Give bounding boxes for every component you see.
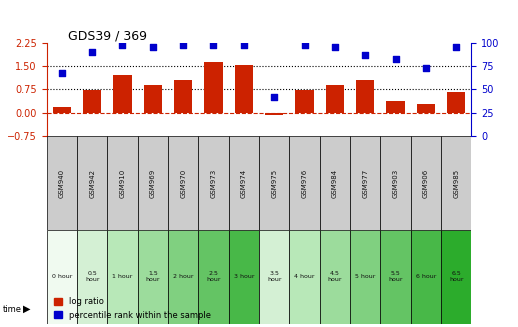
Point xyxy=(57,70,66,75)
Text: GSM940: GSM940 xyxy=(59,168,65,198)
Bar xyxy=(198,230,228,324)
Bar xyxy=(113,75,132,113)
Bar xyxy=(350,230,380,324)
Point xyxy=(422,65,430,70)
Text: GSM906: GSM906 xyxy=(423,168,429,198)
Text: 4.5
hour: 4.5 hour xyxy=(327,271,342,282)
Point xyxy=(330,44,339,50)
Bar xyxy=(441,136,471,230)
Text: 0.5
hour: 0.5 hour xyxy=(85,271,99,282)
Bar xyxy=(290,136,320,230)
Point xyxy=(118,43,126,48)
Bar xyxy=(320,230,350,324)
Bar xyxy=(356,80,375,113)
Text: ▶: ▶ xyxy=(23,304,31,314)
Text: GSM977: GSM977 xyxy=(362,168,368,198)
Bar xyxy=(290,230,320,324)
Bar xyxy=(138,136,168,230)
Bar xyxy=(320,136,350,230)
Bar xyxy=(441,230,471,324)
Bar xyxy=(47,136,77,230)
Text: GSM970: GSM970 xyxy=(180,168,186,198)
Bar xyxy=(350,136,380,230)
Bar xyxy=(168,136,198,230)
Bar xyxy=(447,92,465,113)
Text: 5.5
hour: 5.5 hour xyxy=(388,271,403,282)
Bar xyxy=(386,101,405,113)
Text: GSM984: GSM984 xyxy=(332,168,338,198)
Bar xyxy=(83,90,101,113)
Bar xyxy=(380,230,411,324)
Bar xyxy=(295,90,313,113)
Bar xyxy=(77,230,107,324)
Bar xyxy=(77,136,107,230)
Legend: log ratio, percentile rank within the sample: log ratio, percentile rank within the sa… xyxy=(51,294,214,323)
Point xyxy=(88,49,96,55)
Bar xyxy=(259,136,290,230)
Bar xyxy=(235,65,253,113)
Bar xyxy=(228,136,259,230)
Bar xyxy=(47,230,77,324)
Text: 6.5
hour: 6.5 hour xyxy=(449,271,464,282)
Text: GSM985: GSM985 xyxy=(453,168,459,198)
Text: 4 hour: 4 hour xyxy=(294,274,315,279)
Bar xyxy=(265,113,283,115)
Bar xyxy=(138,230,168,324)
Bar xyxy=(411,136,441,230)
Bar xyxy=(259,230,290,324)
Text: GSM910: GSM910 xyxy=(120,168,125,198)
Bar xyxy=(205,62,223,113)
Text: GSM974: GSM974 xyxy=(241,168,247,198)
Text: 3.5
hour: 3.5 hour xyxy=(267,271,281,282)
Point xyxy=(149,44,157,50)
Text: GSM903: GSM903 xyxy=(393,168,398,198)
Text: GSM942: GSM942 xyxy=(89,169,95,198)
Point xyxy=(179,43,188,48)
Text: 6 hour: 6 hour xyxy=(415,274,436,279)
Point xyxy=(270,94,278,99)
Bar xyxy=(228,230,259,324)
Point xyxy=(300,43,309,48)
Text: 2.5
hour: 2.5 hour xyxy=(206,271,221,282)
Bar xyxy=(411,230,441,324)
Point xyxy=(452,44,461,50)
Text: 1.5
hour: 1.5 hour xyxy=(146,271,160,282)
Text: GDS39 / 369: GDS39 / 369 xyxy=(68,29,147,43)
Point xyxy=(209,43,218,48)
Bar xyxy=(107,230,138,324)
Bar xyxy=(198,136,228,230)
Text: 3 hour: 3 hour xyxy=(234,274,254,279)
Text: 5 hour: 5 hour xyxy=(355,274,376,279)
Text: GSM973: GSM973 xyxy=(210,168,217,198)
Text: 1 hour: 1 hour xyxy=(112,274,133,279)
Bar xyxy=(417,104,435,113)
Bar xyxy=(174,80,192,113)
Point xyxy=(361,52,369,57)
Text: 0 hour: 0 hour xyxy=(52,274,72,279)
Bar xyxy=(168,230,198,324)
Bar xyxy=(326,85,344,113)
Point xyxy=(240,43,248,48)
Text: GSM969: GSM969 xyxy=(150,168,156,198)
Text: GSM976: GSM976 xyxy=(301,168,308,198)
Bar xyxy=(143,85,162,113)
Point xyxy=(392,57,400,62)
Bar xyxy=(53,107,71,113)
Bar xyxy=(380,136,411,230)
Text: GSM975: GSM975 xyxy=(271,168,277,198)
Text: 2 hour: 2 hour xyxy=(173,274,193,279)
Bar xyxy=(107,136,138,230)
Text: time: time xyxy=(3,304,22,314)
